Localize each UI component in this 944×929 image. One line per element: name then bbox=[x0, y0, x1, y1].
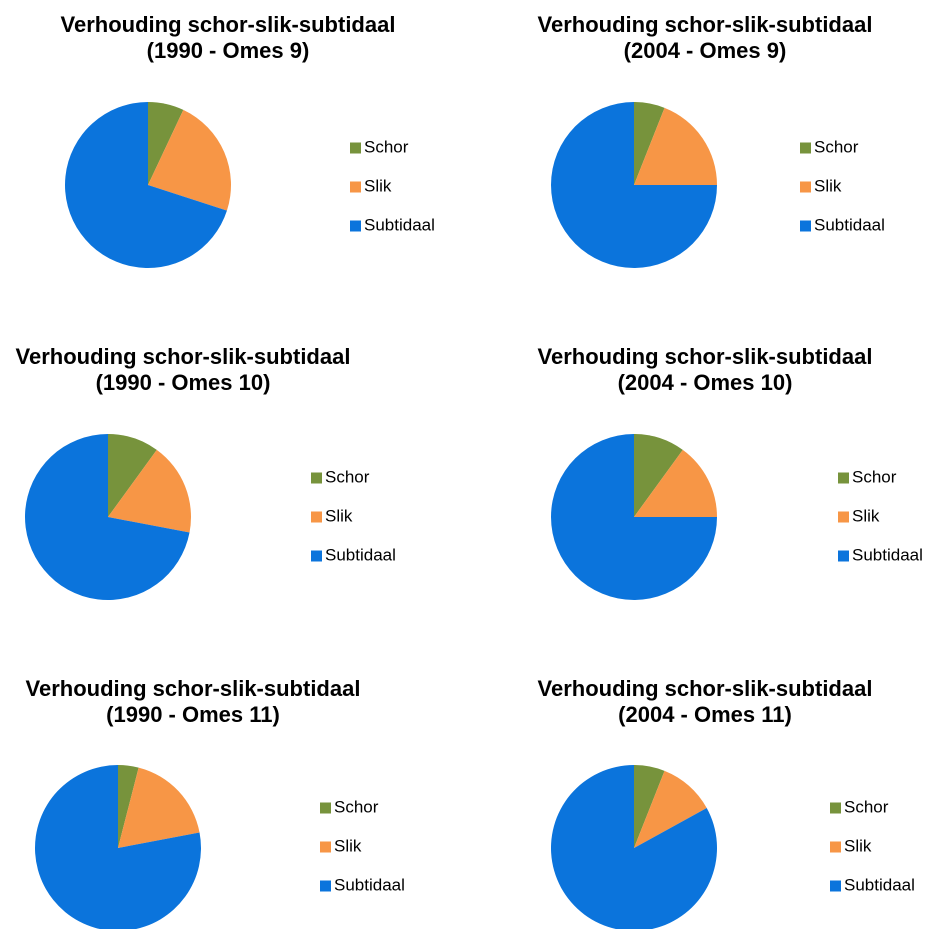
legend-swatch bbox=[838, 472, 849, 484]
pie-slice bbox=[634, 765, 665, 848]
legend-swatch bbox=[800, 142, 811, 154]
legend-swatch bbox=[350, 142, 361, 154]
legend-swatch bbox=[320, 802, 331, 814]
chart-title: Verhouding schor-slik-subtidaal (1990 - … bbox=[15, 344, 351, 395]
legend-swatch bbox=[350, 181, 361, 193]
pie-slice bbox=[108, 434, 157, 517]
legend-label: Subtidaal bbox=[852, 545, 923, 564]
legend-label: Schor bbox=[814, 137, 859, 156]
legend-swatch bbox=[311, 511, 322, 523]
pie-slice bbox=[551, 765, 717, 929]
legend-swatch bbox=[800, 220, 811, 232]
legend-swatch bbox=[320, 880, 331, 892]
legend-label: Slik bbox=[814, 176, 842, 195]
legend-label: Schor bbox=[364, 137, 409, 156]
legend-label: Subtidaal bbox=[334, 875, 405, 894]
legend-label: Schor bbox=[325, 467, 370, 486]
pie-slice bbox=[65, 102, 227, 268]
pie-slice bbox=[148, 102, 184, 185]
legend-label: Slik bbox=[844, 836, 872, 855]
pie-slice bbox=[148, 109, 231, 211]
legend-swatch bbox=[311, 472, 322, 484]
pie-slice bbox=[634, 107, 717, 185]
pie-slice bbox=[118, 765, 139, 848]
pie-slice bbox=[551, 434, 717, 600]
pie-slice bbox=[634, 449, 717, 517]
legend-label: Schor bbox=[334, 797, 379, 816]
chart-title: Verhouding schor-slik-subtidaal (2004 - … bbox=[537, 344, 873, 395]
legend-swatch bbox=[350, 220, 361, 232]
pie-slice bbox=[108, 449, 191, 533]
legend-swatch bbox=[830, 802, 841, 814]
legend-label: Slik bbox=[334, 836, 362, 855]
legend-swatch bbox=[320, 841, 331, 853]
pie-slice bbox=[24, 434, 190, 600]
legend-swatch bbox=[838, 550, 849, 562]
legend-label: Schor bbox=[844, 797, 889, 816]
legend-swatch bbox=[838, 511, 849, 523]
legend-swatch bbox=[830, 841, 841, 853]
legend-label: Slik bbox=[364, 176, 392, 195]
legend-label: Subtidaal bbox=[364, 215, 435, 234]
legend-label: Schor bbox=[852, 467, 897, 486]
legend-swatch bbox=[311, 550, 322, 562]
chart-title: Verhouding schor-slik-subtidaal (2004 - … bbox=[537, 676, 873, 727]
legend-label: Subtidaal bbox=[844, 875, 915, 894]
pie-slice bbox=[118, 767, 200, 848]
pie-slice bbox=[634, 102, 665, 185]
legend-label: Slik bbox=[325, 506, 353, 525]
chart-title: Verhouding schor-slik-subtidaal (1990 - … bbox=[60, 12, 396, 63]
chart-title: Verhouding schor-slik-subtidaal (1990 - … bbox=[25, 676, 361, 727]
legend-label: Slik bbox=[852, 506, 880, 525]
chart-title: Verhouding schor-slik-subtidaal (2004 - … bbox=[537, 12, 873, 63]
pie-slice bbox=[551, 102, 717, 268]
pie-slice bbox=[634, 770, 707, 848]
legend-swatch bbox=[830, 880, 841, 892]
legend-label: Subtidaal bbox=[325, 545, 396, 564]
pie-slice bbox=[634, 434, 683, 517]
pie-slice bbox=[35, 765, 201, 929]
legend-swatch bbox=[800, 181, 811, 193]
legend-label: Subtidaal bbox=[814, 215, 885, 234]
